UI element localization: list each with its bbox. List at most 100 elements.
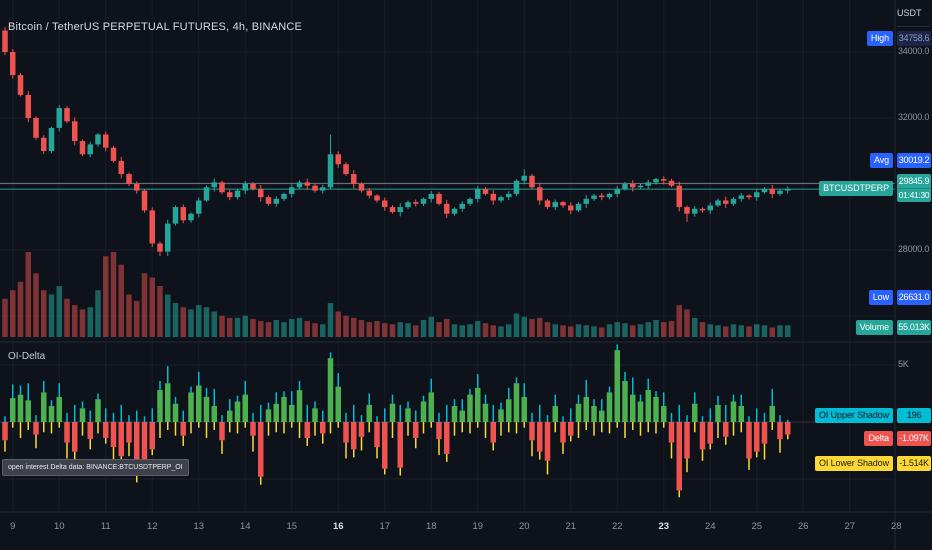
- oi-lower-shadow: [368, 422, 370, 433]
- volume-bar: [436, 322, 442, 337]
- oi-upper-shadow: [539, 404, 541, 422]
- oi-upper-shadow: [453, 399, 456, 407]
- oi-lower-shadow: [523, 422, 525, 428]
- volume-bar: [630, 325, 636, 337]
- candle-body: [630, 184, 636, 188]
- oi-delta-bar: [110, 422, 117, 448]
- volume-bar: [211, 311, 217, 337]
- candle-body: [777, 190, 783, 194]
- oi-upper-shadow: [461, 399, 463, 411]
- oi-upper-shadow: [694, 392, 696, 404]
- oi-upper-shadow: [229, 399, 231, 411]
- volume-bar: [661, 322, 667, 337]
- volume-bar: [358, 320, 365, 337]
- oi-upper-shadow: [314, 401, 316, 409]
- oi-upper-shadow: [128, 415, 130, 422]
- time-axis-label: 9: [10, 521, 16, 532]
- oi-upper-shadow: [244, 380, 246, 395]
- volume-bar: [568, 326, 574, 337]
- candle-body: [72, 121, 78, 142]
- volume-bar: [761, 325, 768, 337]
- oi-delta-bar: [134, 422, 140, 473]
- oi-delta-bar: [141, 422, 148, 464]
- candle-body: [544, 200, 551, 208]
- oi-upper-shadow: [709, 408, 711, 422]
- volume-bar: [219, 315, 225, 337]
- oi-upper-shadow: [492, 404, 494, 422]
- oi-lower-shadow: [244, 422, 246, 428]
- candle-body: [761, 188, 768, 193]
- oi-upper-shadow: [376, 416, 378, 422]
- oi-delta-bar: [544, 422, 551, 461]
- price-axis-tick: 32000.0: [898, 112, 930, 122]
- oi-delta-bar: [661, 406, 667, 422]
- volume-bar: [289, 318, 295, 337]
- oi-upper-shadow: [384, 408, 386, 422]
- oi-delta-bar: [203, 396, 210, 422]
- avg-value: 30019.2: [897, 153, 931, 168]
- time-axis-label: 24: [704, 521, 716, 532]
- volume-bar: [459, 325, 465, 337]
- oi-delta-bar: [172, 403, 179, 422]
- oi-upper-shadow: [608, 386, 611, 393]
- oi-delta-bar: [103, 422, 109, 438]
- oi-delta-bar: [420, 401, 427, 422]
- volume-bar: [397, 322, 403, 337]
- candle-body: [622, 184, 628, 189]
- oi-lower-shadow: [105, 437, 107, 444]
- candle-body: [327, 154, 334, 188]
- oi-lower-shadow: [430, 422, 432, 428]
- candle-body: [684, 207, 690, 214]
- oi-lower-shadow: [391, 422, 394, 438]
- candle-body: [33, 118, 39, 138]
- oi-lower-shadow: [182, 435, 184, 446]
- oi-delta-bar: [2, 422, 8, 441]
- volume-bar: [72, 305, 78, 337]
- oi-lower-shadow: [787, 434, 789, 440]
- oi-upper-shadow: [190, 386, 192, 393]
- oi-lower-shadow: [337, 422, 339, 428]
- time-axis-label: 18: [425, 521, 437, 532]
- candle-body: [281, 193, 287, 199]
- oi-lower-shadow-tag: OI Lower Shadow: [814, 456, 893, 471]
- volume-bar: [560, 325, 566, 337]
- candle-body: [451, 208, 458, 214]
- oi-delta-bar: [506, 399, 512, 422]
- oi-upper-shadow: [585, 379, 587, 397]
- volume-bar: [25, 252, 31, 337]
- oi-upper-shadow: [546, 415, 549, 422]
- candle-body: [335, 154, 341, 165]
- candle-body: [273, 198, 279, 204]
- oi-upper-shadow: [787, 419, 789, 422]
- oi-delta-bar: [699, 422, 706, 450]
- oi-lower-shadow: [701, 449, 704, 461]
- oi-upper-shadow: [105, 408, 107, 422]
- oi-upper-shadow: [360, 415, 363, 422]
- candle-body: [637, 185, 644, 188]
- oi-delta-bar: [366, 404, 372, 422]
- volume-bar: [343, 315, 349, 337]
- oi-upper-shadow: [391, 394, 394, 404]
- volume-bar: [110, 252, 117, 337]
- oi-delta-bar: [668, 422, 675, 443]
- oi-delta-bar: [196, 385, 202, 422]
- oi-upper-shadow: [616, 344, 618, 351]
- oi-delta-bar: [17, 394, 24, 422]
- candle-body: [351, 174, 357, 185]
- oi-upper-shadow: [167, 366, 169, 384]
- volume-bar: [606, 324, 613, 337]
- oi-delta-bar: [761, 422, 768, 444]
- candle-body: [699, 208, 706, 211]
- oi-lower-shadow: [601, 422, 603, 433]
- oi-delta-bar: [312, 408, 318, 422]
- oi-upper-shadow: [368, 393, 370, 405]
- volume-bar: [118, 264, 124, 337]
- volume-bar: [227, 317, 233, 337]
- candle-body: [692, 208, 698, 214]
- candle-body: [467, 198, 473, 204]
- candle-body: [103, 134, 109, 148]
- oi-delta-bar: [48, 406, 55, 422]
- oi-delta-bar: [25, 400, 31, 422]
- oi-lower-shadow: [74, 451, 76, 460]
